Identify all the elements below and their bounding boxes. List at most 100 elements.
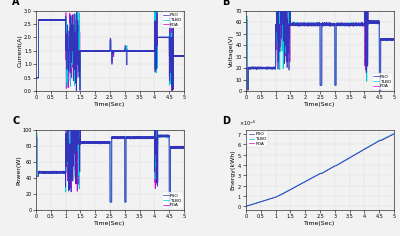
Y-axis label: Power(W): Power(W): [16, 155, 21, 185]
PSO: [174, 55, 178, 58]
POA: [64, 128, 68, 131]
PSO: [154, 9, 159, 12]
TLBO: [252, 66, 257, 69]
PSO: [64, 128, 69, 131]
POA: [106, 50, 111, 52]
TLBO: [392, 38, 396, 41]
PSO: [62, 19, 67, 21]
TLBO: [167, 205, 172, 207]
PSO: [106, 142, 111, 144]
TLBO: [64, 128, 69, 131]
TLBO: [34, 132, 39, 135]
POA: [174, 55, 178, 58]
PSO: [392, 133, 396, 135]
TLBO: [273, 67, 278, 70]
Text: C: C: [12, 116, 20, 126]
TLBO: [392, 132, 396, 135]
TLBO: [250, 203, 254, 206]
POA: [250, 203, 254, 206]
POA: [40, 18, 44, 21]
PSO: [182, 146, 186, 149]
POA: [252, 202, 257, 205]
POA: [316, 23, 321, 26]
TLBO: [106, 49, 111, 52]
POA: [174, 145, 178, 148]
Line: POA: POA: [36, 11, 184, 91]
X-axis label: Time(Sec): Time(Sec): [304, 221, 336, 226]
POA: [244, 18, 248, 21]
PSO: [244, 67, 248, 69]
TLBO: [182, 145, 186, 148]
POA: [106, 141, 111, 144]
Line: PSO: PSO: [246, 11, 394, 91]
POA: [152, 9, 157, 12]
PSO: [244, 205, 248, 208]
POA: [34, 76, 38, 79]
Line: POA: POA: [36, 130, 184, 206]
TLBO: [273, 196, 278, 199]
X-axis label: Time(Sec): Time(Sec): [304, 101, 336, 107]
POA: [34, 136, 39, 139]
POA: [182, 55, 186, 57]
PSO: [34, 76, 39, 79]
PSO: [316, 173, 321, 176]
POA: [244, 205, 249, 207]
X-axis label: Time(Sec): Time(Sec): [94, 221, 126, 226]
TLBO: [316, 22, 321, 25]
PSO: [252, 67, 257, 70]
PSO: [384, 137, 388, 139]
PSO: [106, 50, 111, 52]
TLBO: [244, 205, 249, 207]
POA: [377, 90, 382, 93]
POA: [40, 171, 44, 173]
PSO: [250, 203, 254, 206]
POA: [34, 76, 39, 79]
TLBO: [250, 67, 254, 69]
TLBO: [384, 38, 388, 41]
PSO: [252, 202, 257, 205]
PSO: [274, 9, 279, 12]
Text: B: B: [222, 0, 230, 7]
Line: POA: POA: [246, 134, 394, 206]
POA: [250, 67, 254, 70]
POA: [384, 38, 388, 41]
TLBO: [174, 145, 178, 148]
POA: [167, 205, 172, 207]
TLBO: [62, 19, 67, 21]
TLBO: [42, 19, 47, 21]
TLBO: [77, 88, 82, 91]
TLBO: [106, 140, 111, 143]
TLBO: [384, 136, 388, 139]
PSO: [174, 146, 178, 149]
PSO: [377, 90, 382, 93]
POA: [384, 136, 388, 139]
Line: PSO: PSO: [36, 11, 184, 91]
Line: TLBO: TLBO: [36, 130, 184, 206]
TLBO: [377, 90, 382, 93]
TLBO: [174, 55, 178, 58]
Legend: PSO, TLBO, POA: PSO, TLBO, POA: [162, 12, 183, 28]
POA: [273, 67, 278, 69]
PSO: [167, 205, 172, 207]
Legend: PSO, TLBO, POA: PSO, TLBO, POA: [247, 131, 268, 147]
Line: TLBO: TLBO: [246, 133, 394, 206]
TLBO: [40, 19, 44, 22]
PSO: [34, 175, 38, 178]
Line: POA: POA: [246, 11, 394, 91]
PSO: [40, 171, 44, 174]
Y-axis label: Current(A): Current(A): [18, 34, 23, 67]
POA: [42, 19, 47, 21]
POA: [62, 18, 67, 21]
Text: D: D: [222, 116, 230, 126]
TLBO: [252, 202, 257, 205]
TLBO: [316, 173, 321, 175]
PSO: [42, 19, 47, 21]
PSO: [74, 89, 78, 92]
PSO: [40, 18, 44, 21]
PSO: [273, 66, 278, 69]
TLBO: [152, 9, 157, 12]
PSO: [392, 38, 396, 41]
POA: [170, 90, 175, 93]
POA: [392, 38, 396, 41]
POA: [42, 170, 47, 173]
